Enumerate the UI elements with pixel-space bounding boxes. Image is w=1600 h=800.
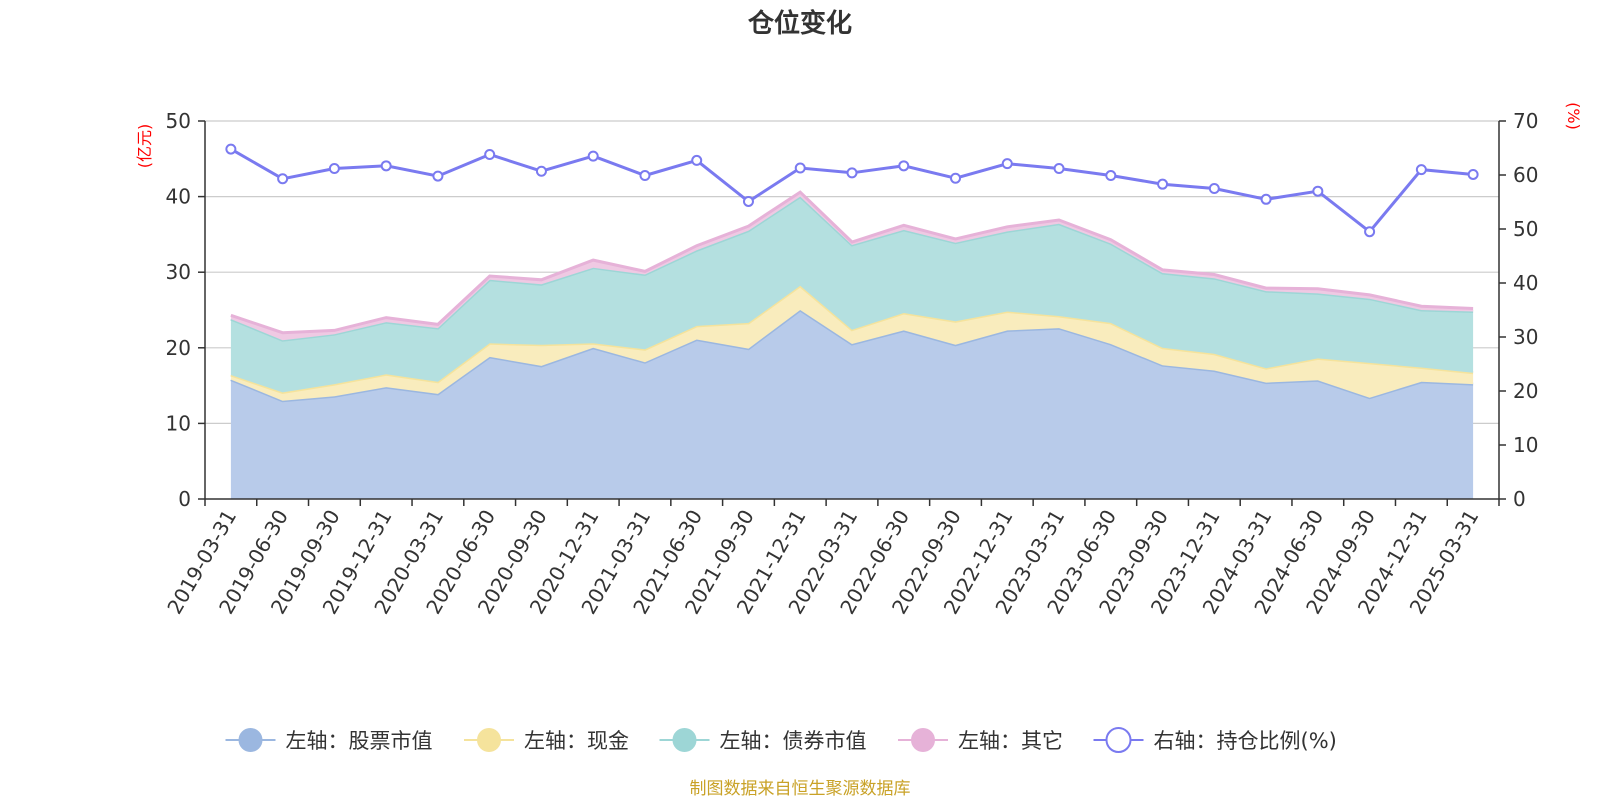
right-tick-label: 0 (1513, 487, 1526, 511)
left-axis-unit: (亿元) (135, 124, 154, 169)
ratio-point (1105, 170, 1117, 182)
ratio-point (1260, 193, 1272, 205)
right-tick-label: 50 (1513, 217, 1538, 241)
left-tick-label: 10 (166, 411, 191, 435)
right-tick-label: 10 (1513, 433, 1538, 457)
legend-label: 左轴：现金 (524, 729, 629, 753)
legend-marker (1105, 727, 1132, 753)
right-tick-label: 40 (1513, 271, 1538, 295)
ratio-point (1157, 178, 1169, 190)
chart-title: 仓位变化 (747, 8, 852, 39)
ratio-point (898, 160, 910, 172)
ratio-point (1208, 183, 1220, 194)
ratio-point (1053, 163, 1065, 175)
ratio-point (846, 167, 858, 179)
legend-marker (238, 728, 263, 752)
legend-label: 右轴：持仓比例(%) (1154, 729, 1337, 753)
ratio-line (225, 143, 1479, 238)
ratio-line-path (230, 147, 1474, 234)
legend-marker (672, 728, 697, 752)
legend-label: 左轴：股票市值 (286, 729, 433, 753)
legend-item-0: 左轴：股票市值 (225, 728, 433, 753)
legend: 左轴：股票市值 左轴：现金 左轴：债券市值 左轴：其它 右轴：持仓比例(%) (225, 727, 1337, 753)
ratio-point (328, 163, 340, 175)
ratio-point (794, 162, 806, 174)
ratio-point (1467, 168, 1479, 180)
legend-label: 左轴：债券市值 (720, 729, 867, 753)
ratio-point (691, 154, 703, 166)
right-tick-label: 60 (1513, 163, 1538, 187)
area-series-1 (230, 285, 1474, 401)
ratio-point (1364, 226, 1376, 238)
ratio-point (432, 170, 444, 182)
left-tick-label: 50 (166, 109, 191, 133)
area-series-0 (230, 310, 1474, 499)
ratio-point (639, 170, 651, 182)
legend-item-3: 左轴：其它 (898, 728, 1063, 753)
left-tick-label: 40 (166, 185, 191, 209)
legend-marker (477, 728, 501, 752)
ratio-point (1312, 185, 1324, 197)
ratio-point (1415, 164, 1427, 176)
ratio-point (484, 148, 496, 160)
stacked-areas (230, 190, 1474, 499)
area-series-2 (230, 196, 1474, 393)
ratio-point (380, 160, 392, 172)
x-tick-labels: 2019-03-312019-06-302019-09-302019-12-31… (162, 505, 1483, 618)
ratio-point (587, 150, 599, 162)
axes: 0 10 20 30 40 50 0 10 20 30 40 50 60 70 (166, 109, 1539, 511)
ratio-point (535, 165, 547, 177)
left-tick-label: 20 (166, 336, 191, 360)
legend-item-4: 右轴：持仓比例(%) (1093, 727, 1337, 753)
ratio-point (225, 143, 237, 155)
data-source-note: 制图数据来自恒生聚源数据库 (690, 779, 911, 799)
ratio-point (950, 172, 962, 184)
legend-label: 左轴：其它 (958, 729, 1063, 753)
right-tick-label: 20 (1513, 379, 1538, 403)
area-series-edge-3 (230, 190, 1474, 335)
left-tick-label: 0 (178, 487, 191, 511)
legend-item-1: 左轴：现金 (464, 728, 629, 753)
left-tick-label: 30 (166, 260, 191, 284)
right-axis-unit: (%) (1564, 102, 1583, 130)
right-tick-label: 30 (1513, 325, 1538, 349)
ratio-point (277, 173, 289, 185)
right-tick-label: 70 (1513, 109, 1538, 133)
ratio-point (1001, 158, 1013, 170)
legend-marker (911, 728, 935, 752)
legend-item-2: 左轴：债券市值 (659, 728, 867, 753)
ratio-point (742, 195, 754, 207)
